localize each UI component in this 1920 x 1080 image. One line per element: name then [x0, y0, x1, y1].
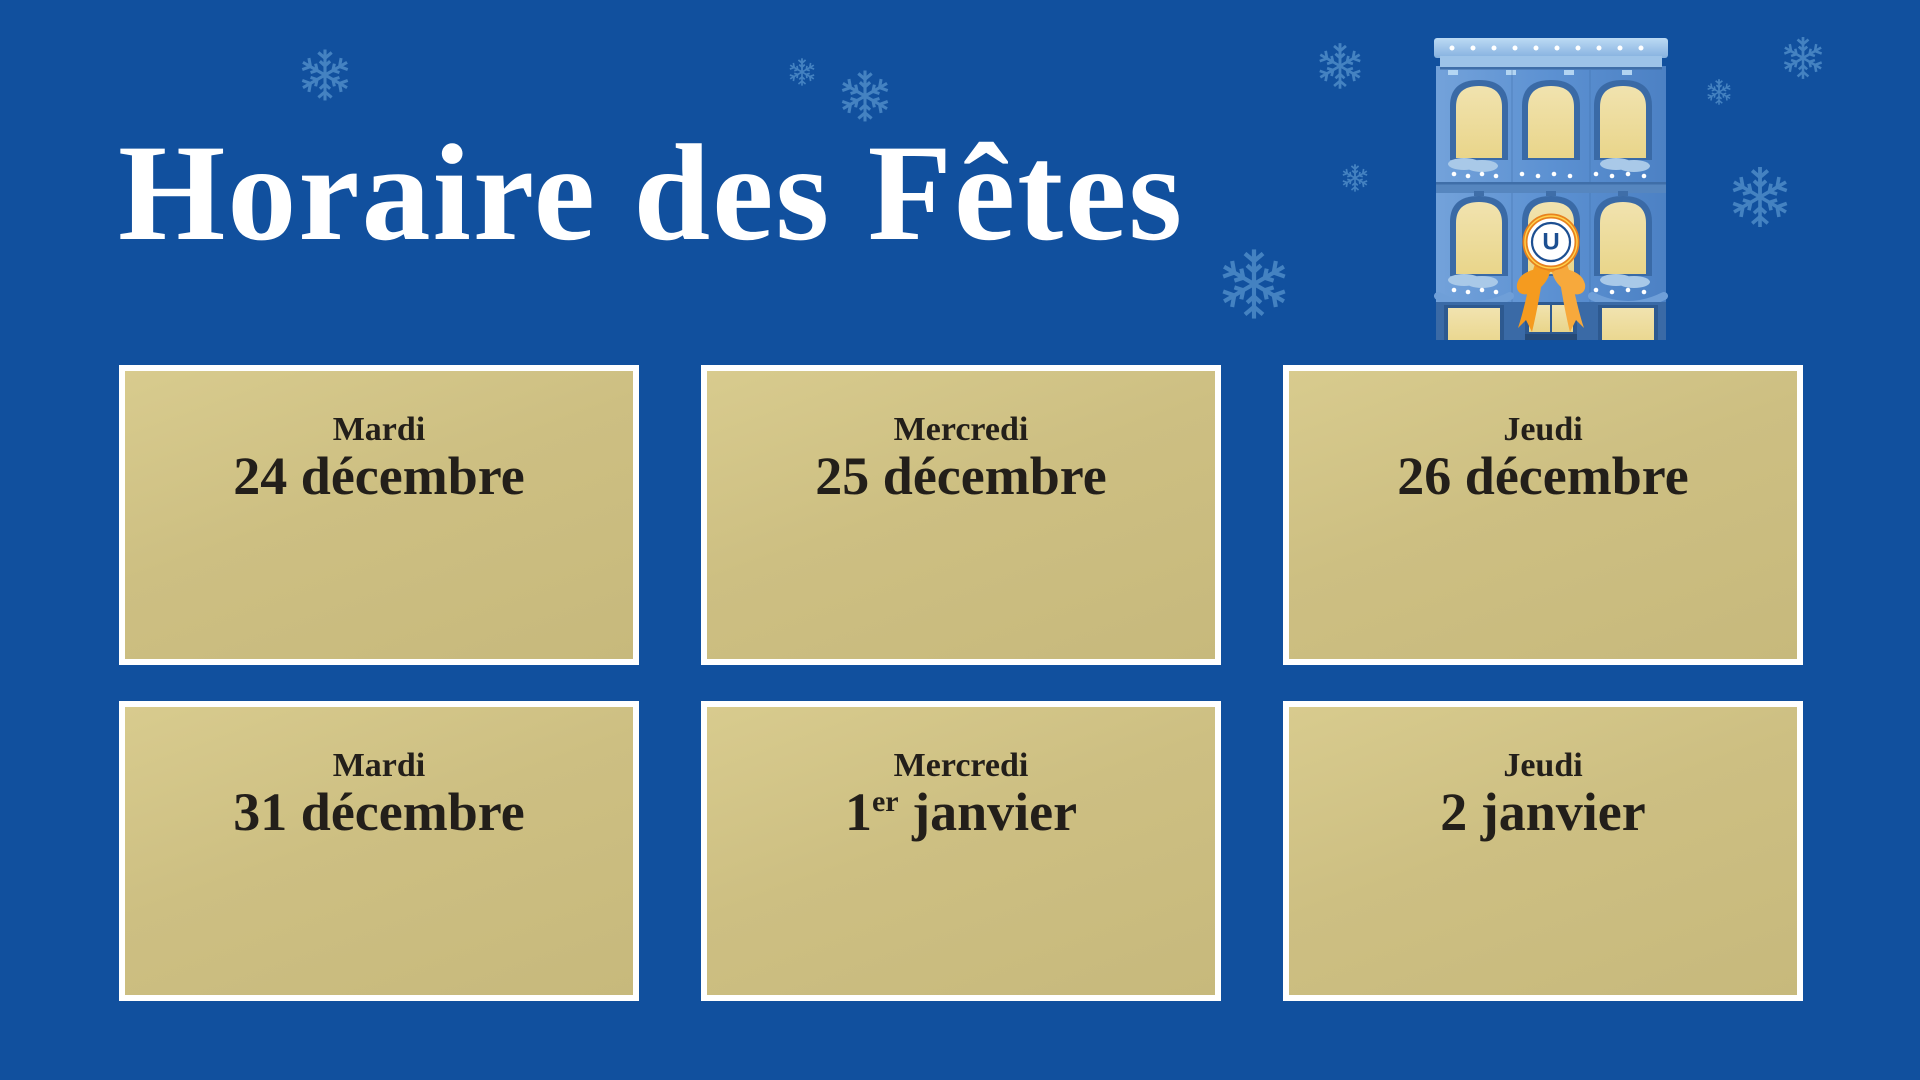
svg-text:U: U [1542, 229, 1559, 256]
